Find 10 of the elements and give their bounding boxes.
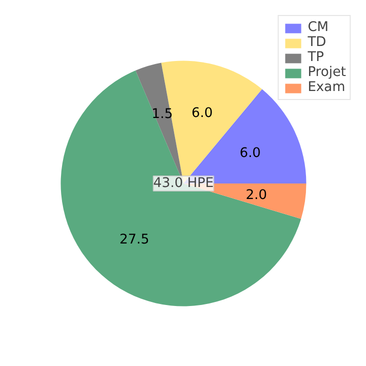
text: 43.0 HPE [153, 176, 214, 191]
data-label: 6.0 [240, 146, 261, 162]
data-label: 2.0 [246, 188, 267, 204]
legend-label: CM [308, 20, 329, 35]
data-label: 27.5 [120, 232, 150, 248]
legend-label: Projet [308, 65, 346, 80]
legend-label: TD [308, 35, 328, 50]
data-label: 6.0 [192, 106, 213, 122]
legend-label: Exam [308, 80, 346, 95]
legend-label: TP [308, 50, 325, 65]
